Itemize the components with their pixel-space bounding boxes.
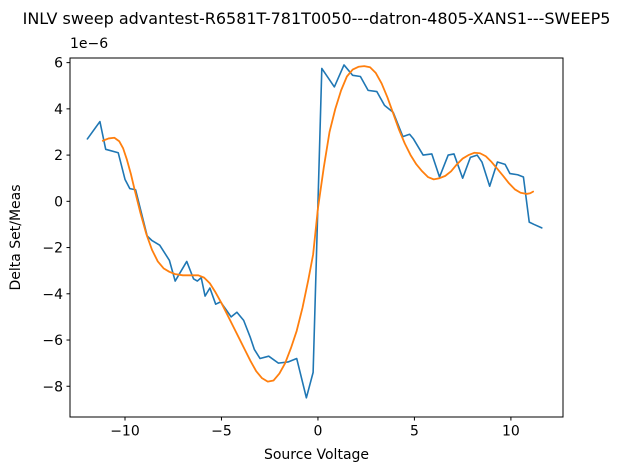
y-axis-label: Delta Set/Meas <box>8 184 24 290</box>
series-smoothed-line <box>101 65 534 383</box>
y-tick-label: 6 <box>54 56 63 72</box>
series-lines <box>86 64 543 399</box>
y-tick-label: −6 <box>42 333 63 349</box>
y-axis-offset-label: 1e−6 <box>70 36 108 52</box>
x-tick-label: −5 <box>211 424 232 440</box>
y-tick-label: 0 <box>54 194 63 210</box>
y-tick-label: −8 <box>42 379 63 395</box>
y-tick-label: −4 <box>42 287 63 303</box>
y-axis-ticks: 6 4 2 0 −2 −4 −6 −8 <box>42 56 70 395</box>
x-tick-label: 0 <box>313 424 322 440</box>
y-tick-label: −2 <box>42 241 63 257</box>
x-axis-label: Source Voltage <box>264 447 369 463</box>
axes-frame <box>69 57 564 418</box>
y-tick-label: 2 <box>54 148 63 164</box>
x-tick-label: 10 <box>502 424 520 440</box>
x-axis-ticks: −10 −5 0 5 10 <box>110 417 520 440</box>
series-measured-line <box>86 64 543 399</box>
x-tick-label: 5 <box>410 424 419 440</box>
y-tick-label: 4 <box>54 102 63 118</box>
x-tick-label: −10 <box>110 424 140 440</box>
chart-title: INLV sweep advantest-R6581T-781T0050---d… <box>23 9 611 28</box>
